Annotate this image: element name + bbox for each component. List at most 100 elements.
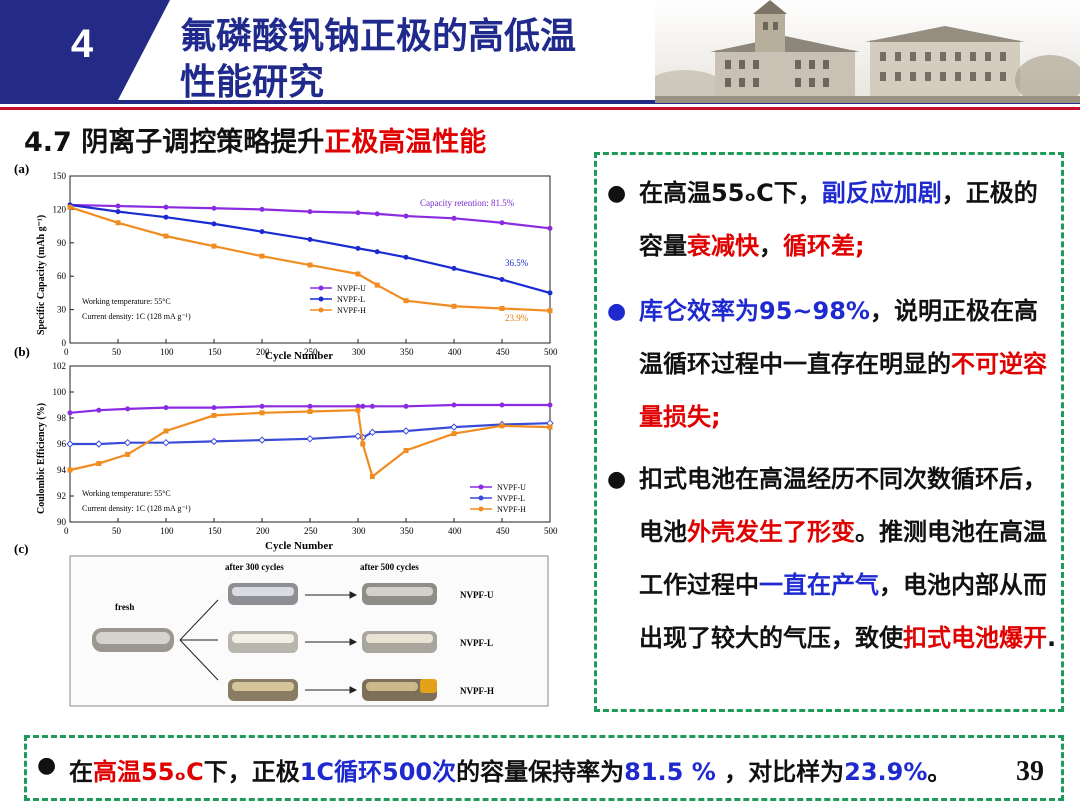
data-point-nvpf-h bbox=[163, 428, 169, 434]
summary-text: 在高温55ₒC下，正极1C循环500次的容量保持率为81.5 % ，对比样为23… bbox=[69, 752, 951, 787]
section-number: 4 bbox=[70, 22, 94, 66]
bullet-dot: ● bbox=[607, 299, 627, 324]
bottom-segment: 的容量保持率为 bbox=[456, 758, 625, 786]
data-point-nvpf-l bbox=[306, 435, 314, 443]
legend-label: NVPF-H bbox=[337, 306, 366, 315]
data-point-nvpf-u bbox=[451, 215, 457, 221]
data-point-nvpf-l bbox=[547, 290, 553, 296]
y-tick-label: 120 bbox=[53, 204, 67, 214]
data-point-nvpf-l bbox=[115, 209, 121, 215]
data-point-nvpf-l bbox=[210, 437, 218, 446]
data-point-nvpf-h bbox=[211, 412, 217, 418]
y-tick-label: 100 bbox=[53, 387, 67, 397]
legend-label: NVPF-U bbox=[337, 284, 366, 293]
panel-b-yticks: 90 92 94 96 98 100 102 bbox=[53, 361, 74, 527]
x-tick-label: 150 bbox=[208, 526, 222, 536]
data-point-nvpf-l bbox=[66, 440, 74, 448]
finding-2-text: 库仑效率为95~98%，说明正极在高温循环过程中一直存在明显的不可逆容量损失; bbox=[639, 285, 1059, 444]
b3-segment: 。推测电池在高温工作过程中 bbox=[639, 518, 1047, 599]
data-point-nvpf-l bbox=[499, 277, 505, 283]
x-tick-label: 300 bbox=[352, 526, 366, 536]
b1-segment: 循环差; bbox=[783, 232, 865, 260]
data-point-nvpf-l bbox=[403, 254, 409, 260]
x-tick-label: 100 bbox=[160, 347, 174, 357]
y-tick-label: 150 bbox=[53, 171, 67, 181]
data-point-nvpf-l bbox=[95, 440, 103, 448]
b2-segment: 不可逆容量损失; bbox=[639, 350, 1047, 431]
panel-b-temp-note: Working temperature: 55°C bbox=[82, 489, 171, 498]
x-tick-label: 400 bbox=[448, 347, 462, 357]
series-line-nvpf-l bbox=[70, 422, 551, 446]
section-subtitle: 4.7 阴离子调控策略提升正极高温性能 bbox=[24, 120, 486, 159]
series-line-nvpf-u bbox=[69, 403, 550, 414]
b3-segment: 外壳发生了形变 bbox=[687, 518, 855, 546]
data-point-nvpf-l bbox=[123, 438, 132, 447]
data-point-nvpf-u bbox=[547, 225, 553, 231]
data-point-nvpf-u bbox=[403, 403, 409, 409]
page-title: 氟磷酸钒钠正极的高低温 性能研究 bbox=[180, 14, 660, 106]
bottom-segment: 高温55ₒC bbox=[93, 758, 204, 786]
y-tick-label: 0 bbox=[62, 338, 67, 348]
legend-marker bbox=[318, 296, 324, 302]
panel-c-row-U: NVPF-U bbox=[460, 590, 494, 600]
x-tick-label: 500 bbox=[544, 526, 558, 536]
x-tick-label: 50 bbox=[112, 347, 122, 357]
data-point-nvpf-u bbox=[163, 405, 169, 411]
data-point-nvpf-l bbox=[163, 214, 169, 220]
series-line-nvpf-u bbox=[69, 203, 551, 230]
legend-label: NVPF-U bbox=[497, 483, 526, 492]
x-tick-label: 400 bbox=[448, 526, 462, 536]
x-tick-label: 200 bbox=[256, 347, 270, 357]
data-point-nvpf-h bbox=[369, 474, 375, 479]
legend-label: NVPF-H bbox=[497, 505, 526, 514]
panel-c-fresh-label: fresh bbox=[115, 602, 134, 612]
legend-marker bbox=[478, 484, 484, 490]
panel-c-row-H: NVPF-H bbox=[460, 686, 494, 696]
legend-marker bbox=[478, 495, 484, 501]
panel-a-L-note: 36.5% bbox=[505, 258, 529, 268]
series-line-nvpf-h bbox=[69, 206, 551, 312]
x-tick-label: 250 bbox=[304, 526, 318, 536]
panel-a-H-note: 23.9% bbox=[505, 313, 529, 323]
branch-arrows bbox=[179, 591, 358, 694]
subtitle-prefix: 4.7 阴离子调控策略提升 bbox=[24, 127, 325, 158]
b1-segment: 在高温55ₒC下， bbox=[639, 179, 822, 207]
data-point-nvpf-h bbox=[163, 233, 169, 239]
data-point-nvpf-u bbox=[163, 204, 169, 210]
legend-label: NVPF-L bbox=[337, 295, 365, 304]
panel-c-after500: after 500 cycles bbox=[360, 562, 419, 572]
data-point-nvpf-h bbox=[403, 298, 409, 304]
data-point-nvpf-u bbox=[369, 403, 375, 409]
x-tick-label: 50 bbox=[112, 526, 122, 536]
b1-segment: ，正极的容量 bbox=[639, 179, 1038, 260]
series-line-nvpf-h bbox=[69, 409, 551, 479]
fresh-cell-photo bbox=[92, 628, 174, 652]
b3-segment: ，电池内部从而出现了较大的气压，致使 bbox=[639, 571, 1047, 652]
y-tick-label: 90 bbox=[57, 238, 67, 248]
panel-b-label: (b) bbox=[14, 344, 30, 359]
b3-segment: 一直在产气 bbox=[759, 571, 879, 599]
bottom-segment: 下，正极 bbox=[203, 758, 300, 786]
data-point-nvpf-h bbox=[259, 410, 265, 416]
data-point-nvpf-h bbox=[374, 282, 380, 288]
x-tick-label: 350 bbox=[400, 526, 414, 536]
data-point-nvpf-h bbox=[259, 253, 265, 259]
data-point-nvpf-h bbox=[355, 271, 361, 277]
x-tick-label: 450 bbox=[496, 347, 510, 357]
data-point-nvpf-l bbox=[451, 265, 457, 271]
data-point-nvpf-u bbox=[374, 211, 380, 217]
data-point-nvpf-u bbox=[211, 405, 217, 411]
b1-segment: 副反应加剧 bbox=[821, 179, 942, 207]
legend-marker bbox=[318, 285, 324, 291]
data-point-nvpf-l bbox=[355, 245, 361, 251]
data-point-nvpf-l bbox=[450, 423, 458, 431]
x-tick-label: 0 bbox=[64, 526, 69, 536]
data-point-nvpf-h bbox=[307, 409, 313, 414]
legend-label: NVPF-L bbox=[497, 494, 525, 503]
data-point-nvpf-h bbox=[211, 243, 217, 249]
panel-b-ylabel: Coulombic Efficiency (%) bbox=[36, 403, 47, 514]
data-point-nvpf-u bbox=[360, 403, 366, 409]
data-point-nvpf-h bbox=[125, 451, 131, 457]
data-point-nvpf-u bbox=[259, 403, 265, 409]
data-point-nvpf-h bbox=[115, 220, 121, 226]
